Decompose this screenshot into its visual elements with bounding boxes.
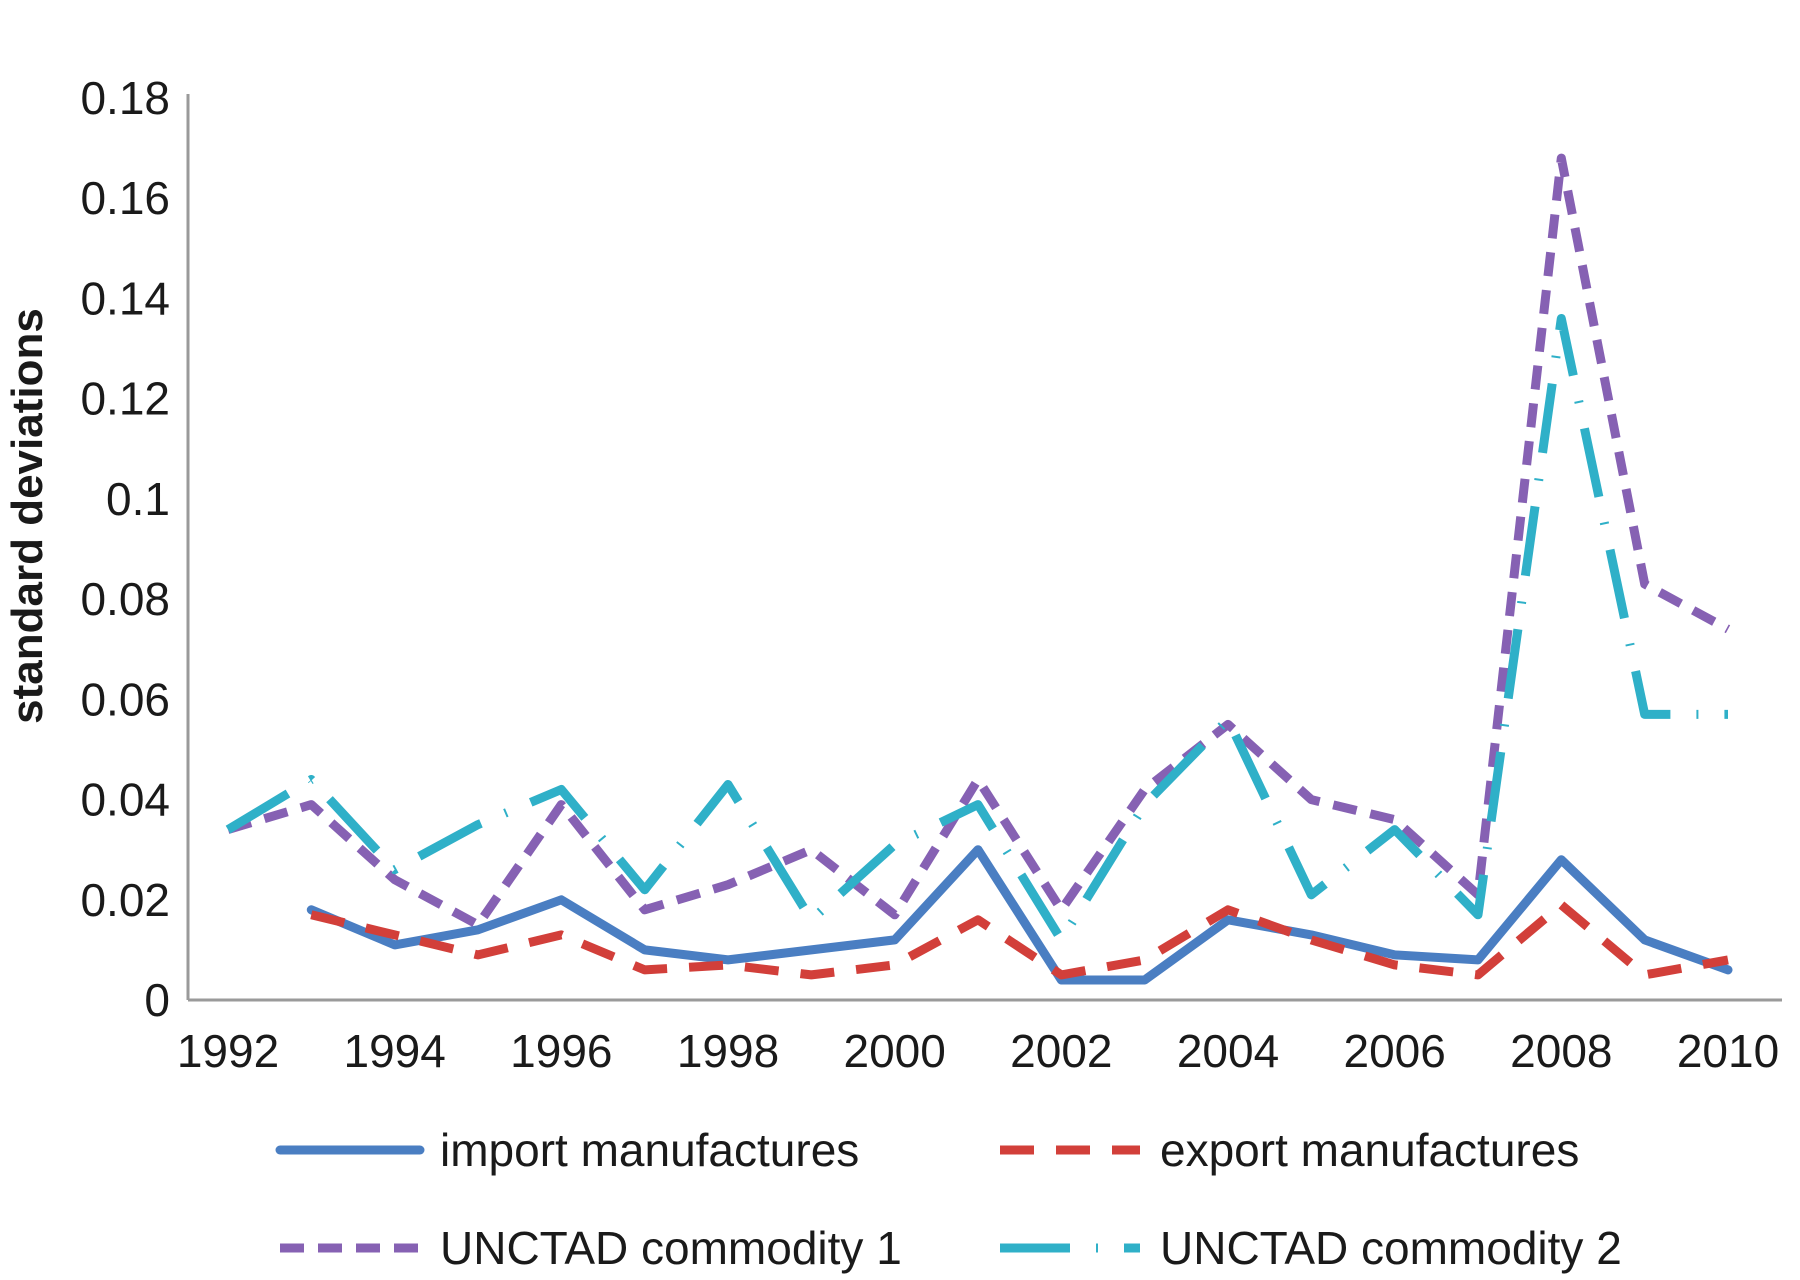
y-tick-label: 0: [144, 974, 170, 1026]
y-tick-label: 0.12: [80, 373, 170, 425]
legend: import manufactures export manufactures UN…: [275, 1124, 1622, 1274]
x-tick-label: 2004: [1177, 1025, 1279, 1077]
series-line-4: [225, 314, 1728, 945]
y-tick-label: 0.16: [80, 172, 170, 224]
axes: [186, 94, 1782, 1002]
y-tick-label: 0.06: [80, 673, 170, 725]
x-tick-label: 2000: [843, 1025, 945, 1077]
x-tick-label: 2008: [1510, 1025, 1612, 1077]
series-lines: [225, 153, 1733, 985]
x-tick-labels: 1992 1994 1996 1998 2000 2002 2004 2006 2008 2010: [177, 1025, 1779, 1077]
x-tick-label: 2002: [1010, 1025, 1112, 1077]
x-tick-label: 2006: [1343, 1025, 1445, 1077]
y-tick-label: 0.04: [80, 774, 170, 826]
series-line-1: [306, 845, 1733, 985]
x-tick-label: 2010: [1677, 1025, 1779, 1077]
y-tick-labels: 0 0.02 0.04 0.06 0.08 0.1 0.12 0.14 0.16 0.18: [80, 72, 170, 1026]
x-tick-label: 1994: [343, 1025, 445, 1077]
x-tick-label: 1992: [177, 1025, 279, 1077]
y-tick-label: 0.08: [80, 573, 170, 625]
y-tick-label: 0.1: [106, 473, 170, 525]
legend-label-2: export manufactures: [1160, 1124, 1579, 1176]
legend-label-3: UNCTAD commodity 1: [440, 1222, 902, 1274]
x-tick-label: 1998: [677, 1025, 779, 1077]
y-axis-title: standard deviations: [3, 308, 52, 724]
legend-label-1: import manufactures: [440, 1124, 859, 1176]
y-tick-label: 0.02: [80, 874, 170, 926]
legend-label-4: UNCTAD commodity 2: [1160, 1222, 1622, 1274]
y-tick-label: 0.18: [80, 72, 170, 124]
y-tick-label: 0.14: [80, 272, 170, 324]
series-line-2: [310, 900, 1729, 980]
x-tick-label: 1996: [510, 1025, 612, 1077]
